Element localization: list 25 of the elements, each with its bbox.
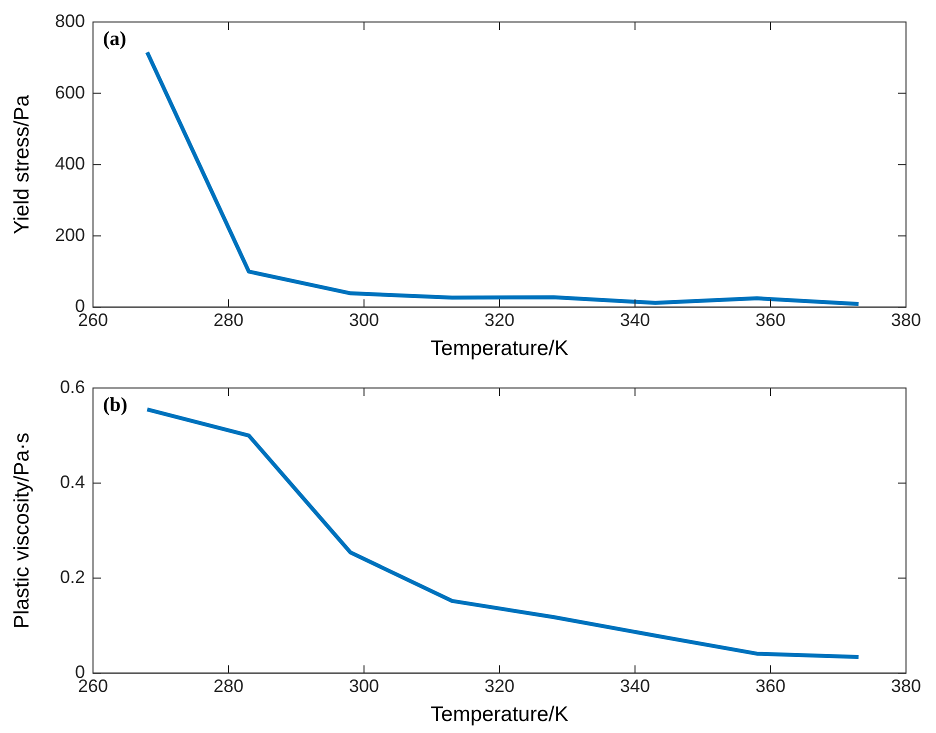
y-axis-title: Yield stress/Pa (10, 94, 34, 234)
x-tick-label: 360 (755, 310, 786, 330)
x-tick-label: 340 (620, 676, 650, 696)
x-tick-label: 300 (348, 310, 380, 330)
y-tick-label: 400 (54, 154, 85, 174)
y-tick-label: 0.2 (60, 567, 85, 588)
y-tick-label: 800 (54, 10, 85, 31)
y-tick-label: 200 (54, 224, 85, 245)
x-tick-label: 380 (890, 676, 922, 696)
x-tick-label: 320 (484, 676, 515, 696)
x-axis-title: Temperature/K (430, 703, 568, 726)
x-axis-title: Temperature/K (430, 337, 568, 360)
x-tick-label: 280 (213, 310, 244, 330)
y-tick-label: 0.6 (60, 376, 85, 397)
y-axis-title: Plastic viscosity/Pa·s (10, 432, 34, 629)
x-tick-label: 280 (213, 676, 244, 696)
annotation: (b) (103, 394, 128, 416)
x-tick-label: 300 (348, 676, 380, 696)
x-tick-label: 380 (890, 310, 922, 330)
x-tick-label: 360 (755, 676, 786, 696)
x-tick-label: 320 (484, 310, 515, 330)
annotation: (a) (103, 28, 126, 50)
y-tick-label: 600 (54, 82, 85, 102)
x-tick-label: 340 (620, 310, 650, 330)
y-tick-label: 0.4 (60, 472, 85, 492)
